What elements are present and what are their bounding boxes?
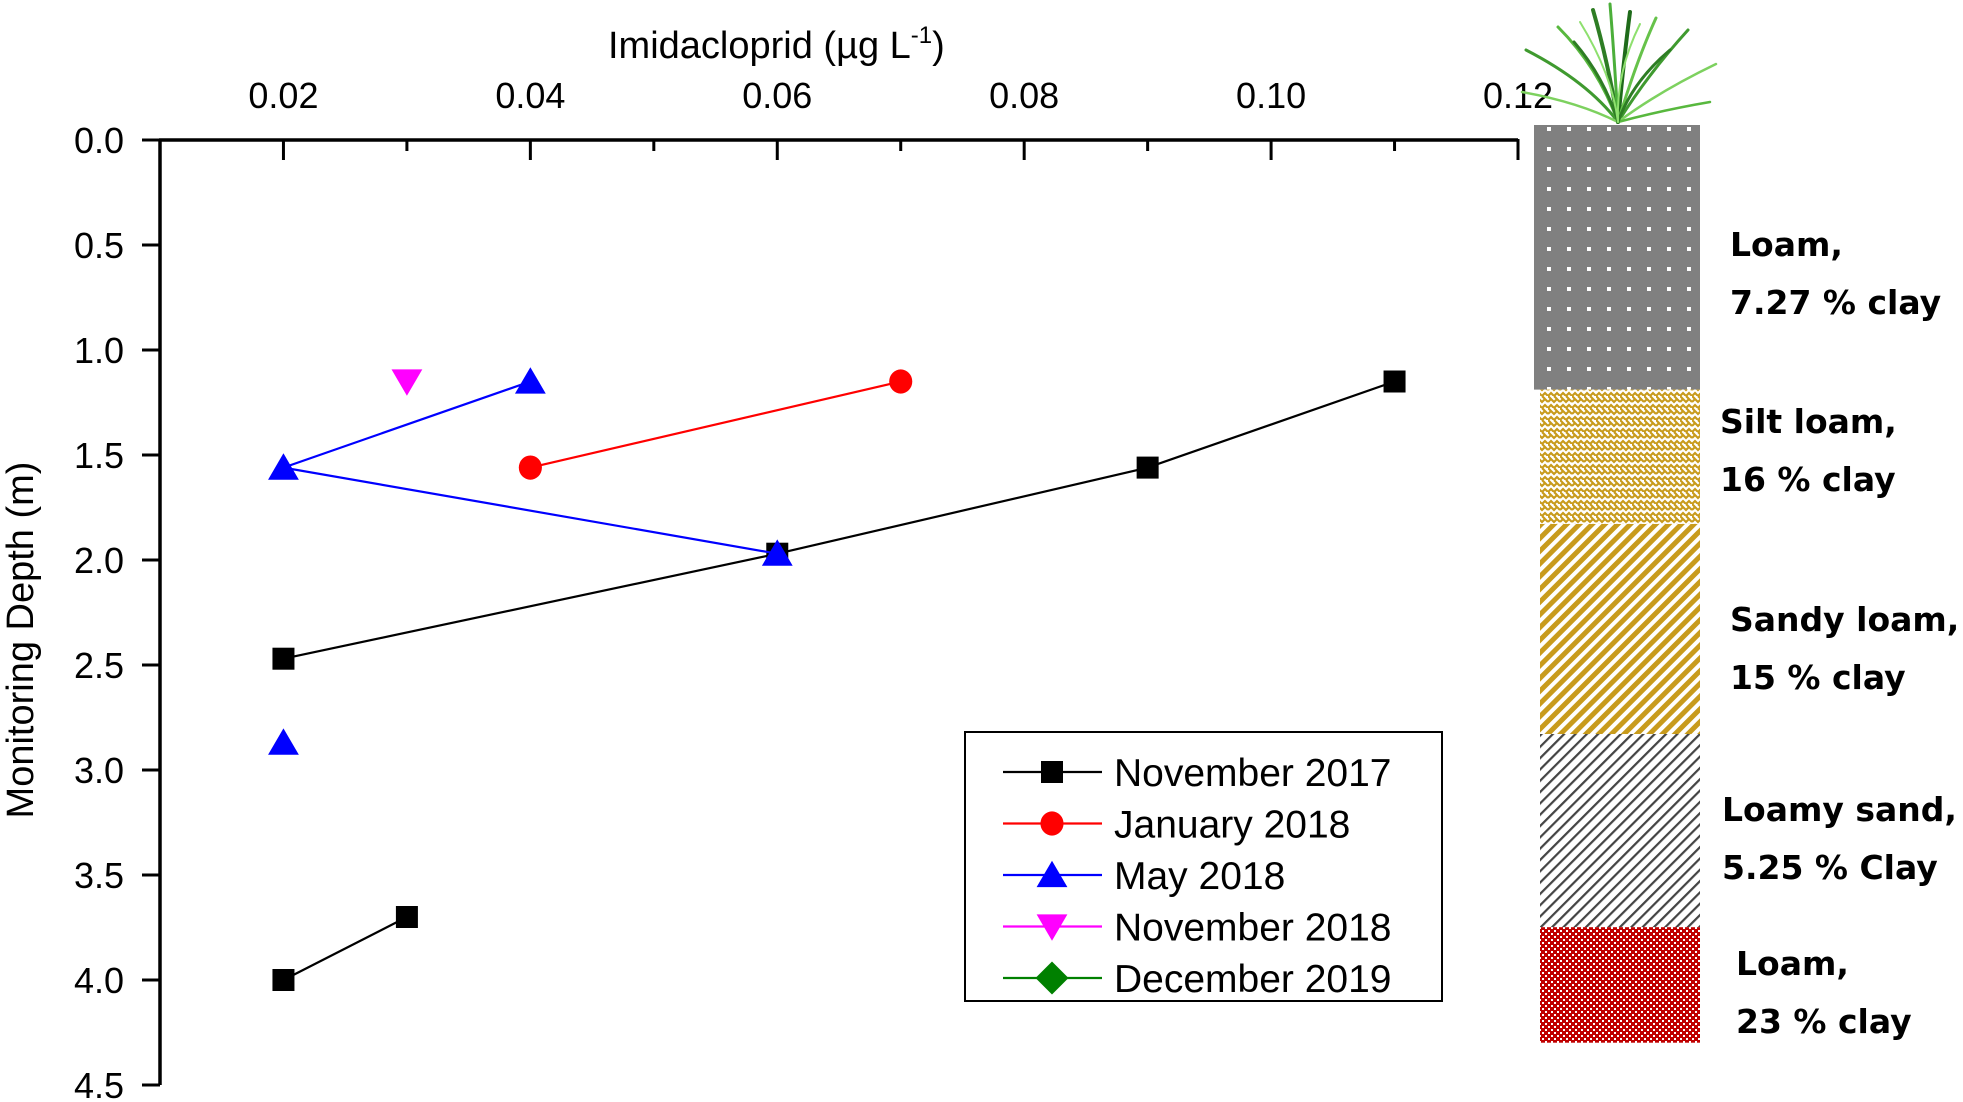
x-axis-title-superscript: -1 <box>911 22 932 49</box>
legend-item: November 2018 <box>1003 907 1392 950</box>
legend-item: December 2019 <box>1003 958 1392 1001</box>
series-november-2018 <box>391 369 423 396</box>
soil-layer <box>1540 927 1700 1043</box>
data-point <box>1383 370 1406 393</box>
legend-item: November 2017 <box>1003 752 1392 795</box>
soil-layer-detail: 7.27 % clay <box>1730 283 1941 322</box>
soil-layer-detail: 23 % clay <box>1736 1002 1912 1041</box>
data-point <box>268 728 299 755</box>
legend-label: May 2018 <box>1114 855 1285 898</box>
y-tick-label: 1.0 <box>74 330 124 371</box>
series-group <box>268 367 1406 991</box>
x-tick-label: 0.02 <box>248 75 318 116</box>
y-tick-label: 1.5 <box>74 435 124 476</box>
data-point <box>514 367 546 394</box>
axes: 0.02 0.04 0.06 0.08 0.10 0.120.00.51.01.52.02… <box>74 75 1553 1102</box>
soil-layer <box>1540 524 1700 734</box>
soil-layer-name: Loam, <box>1736 944 1849 983</box>
data-point <box>272 969 295 991</box>
data-point <box>395 906 418 928</box>
grass-icon <box>1520 2 1718 124</box>
series-january-2018 <box>518 369 913 480</box>
legend: November 2017 January 2018 May 2018 Novembe… <box>964 731 1443 1002</box>
soil-layer-detail: 16 % clay <box>1720 460 1896 499</box>
legend-marker <box>1041 761 1063 783</box>
soil-layer-detail: 5.25 % Clay <box>1722 848 1938 887</box>
y-tick-label: 2.0 <box>74 540 124 581</box>
data-point <box>391 369 423 396</box>
data-point <box>889 369 913 394</box>
soil-layer-name: Loam, <box>1730 225 1843 264</box>
y-tick-label: 4.0 <box>74 960 124 1001</box>
legend-marker <box>1036 860 1068 888</box>
data-point <box>268 453 299 480</box>
soil-layer <box>1540 734 1700 928</box>
series-line <box>282 916 408 981</box>
legend-label: November 2018 <box>1114 907 1392 950</box>
legend-marker <box>1036 914 1068 941</box>
legend-item: May 2018 <box>1003 855 1285 898</box>
x-tick-label: 0.06 <box>742 75 812 116</box>
x-tick-label: 0.08 <box>989 75 1059 116</box>
series-line <box>283 380 1395 660</box>
legend-marker <box>1040 811 1064 836</box>
y-tick-label: 2.5 <box>74 645 124 686</box>
x-axis-title: Imidacloprid (µg L-1) <box>608 22 945 67</box>
soil-profile: Loam, 7.27 % clay Silt loam, 16 % clay Sandy… <box>1534 125 1959 1043</box>
data-point <box>1136 456 1159 479</box>
y-tick-label: 0.5 <box>74 225 124 266</box>
y-tick-label: 0.0 <box>74 120 124 161</box>
soil-layer-detail: 15 % clay <box>1730 658 1906 697</box>
x-tick-label: 0.10 <box>1236 75 1306 116</box>
data-point <box>518 455 542 480</box>
soil-layer-name: Loamy sand, <box>1722 790 1957 829</box>
y-tick-label: 3.5 <box>74 855 124 896</box>
legend-label: December 2019 <box>1114 958 1392 1001</box>
soil-layer-name: Sandy loam, <box>1730 600 1959 639</box>
data-point <box>761 539 793 566</box>
series-line <box>530 380 901 469</box>
y-tick-label: 3.0 <box>74 750 124 791</box>
soil-layer <box>1534 125 1700 390</box>
legend-label: November 2017 <box>1114 752 1392 795</box>
y-axis-title: Monitoring Depth (m) <box>0 462 42 819</box>
soil-layer-name: Silt loam, <box>1720 402 1897 441</box>
data-point <box>272 647 295 670</box>
legend-marker <box>1035 961 1069 995</box>
y-tick-label: 4.5 <box>74 1065 124 1102</box>
legend-item: January 2018 <box>1003 804 1350 847</box>
legend-label: January 2018 <box>1114 804 1350 847</box>
soil-layer <box>1540 389 1700 524</box>
x-tick-label: 0.04 <box>495 75 565 116</box>
series-november-2017 <box>272 370 1406 991</box>
series-may-2018 <box>268 367 793 755</box>
